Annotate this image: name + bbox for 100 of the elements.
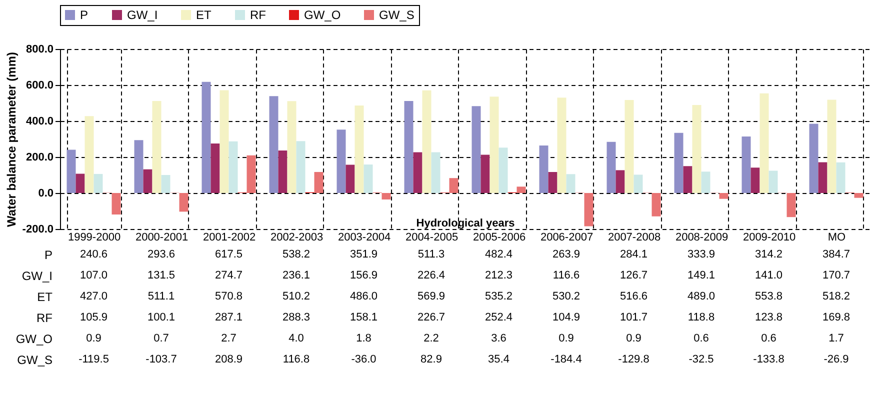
data-label: 0.9: [86, 332, 102, 344]
data-label: 510.2: [282, 290, 310, 302]
data-label: -129.8: [618, 354, 650, 366]
data-label: 333.9: [687, 248, 716, 260]
data-label: 156.9: [350, 270, 378, 282]
bar: [143, 169, 152, 193]
x-tick-label: 2009-2010: [742, 232, 796, 244]
bar: [66, 150, 76, 193]
bar: [76, 174, 85, 193]
data-label: 511.3: [418, 248, 445, 260]
data-label: -32.5: [688, 354, 714, 366]
x-tick-label: 2003-2004: [338, 232, 391, 244]
bar: [548, 172, 558, 193]
bar: [606, 142, 616, 193]
data-label: 384.7: [822, 248, 850, 260]
bar: [404, 100, 414, 193]
data-label: 35.4: [488, 354, 510, 366]
data-label: -36.0: [351, 354, 376, 366]
data-label: 427.0: [80, 290, 108, 302]
bar: [786, 193, 796, 218]
data-label: 570.8: [214, 290, 243, 302]
legend-label: GW_S: [379, 8, 414, 22]
bar: [692, 104, 702, 193]
bar: [364, 164, 373, 193]
bar: [413, 152, 422, 193]
bar: [480, 154, 490, 193]
data-label: 0.9: [626, 332, 642, 344]
data-label: 2.2: [424, 332, 439, 344]
text: P: [44, 248, 52, 262]
legend-label: P: [80, 8, 88, 22]
data-label: 169.8: [822, 312, 850, 324]
x-tick-label: 2008-2009: [675, 232, 728, 244]
data-label: 226.4: [417, 270, 446, 282]
data-label: 486.0: [350, 290, 378, 302]
bar: [246, 155, 256, 193]
bar: [584, 193, 594, 226]
data-label: 530.2: [552, 290, 580, 302]
data-label: 2.7: [221, 332, 236, 344]
data-label: -103.7: [146, 354, 177, 366]
text: RF: [36, 311, 52, 325]
data-label: 287.1: [214, 312, 243, 324]
y-tick-label: 200.0: [26, 152, 54, 164]
text: ET: [37, 290, 52, 304]
data-label: 351.9: [350, 248, 378, 260]
data-label: 100.1: [147, 312, 176, 324]
bar: [566, 174, 576, 193]
data-label: 101.7: [620, 312, 648, 324]
x-axis-title: Hydrological years: [416, 218, 515, 230]
data-label: 284.1: [620, 248, 648, 260]
bar: [202, 82, 211, 193]
data-label: 236.1: [282, 270, 310, 282]
bar: [701, 172, 710, 193]
data-label: 569.9: [417, 290, 446, 302]
data-label: 0.6: [694, 332, 709, 344]
bar: [557, 98, 566, 193]
data-label: 170.7: [822, 270, 850, 282]
data-label: 123.8: [754, 312, 783, 324]
bar: [836, 162, 846, 193]
bar: [472, 106, 481, 193]
bar: [422, 90, 432, 193]
bar: [490, 96, 499, 193]
bar: [346, 164, 355, 193]
y-tick-label: 600.0: [26, 80, 54, 92]
data-label: 553.8: [754, 290, 783, 302]
data-label: 518.2: [822, 290, 850, 302]
data-label: -184.4: [550, 354, 582, 366]
data-label: 126.7: [620, 270, 648, 282]
bar: [134, 140, 144, 193]
y-tick-label: 400.0: [26, 116, 54, 128]
data-label: 538.2: [282, 248, 310, 260]
y-tick-label: 0.0: [38, 188, 54, 200]
x-tick-label: 2002-2003: [270, 232, 324, 244]
bar: [742, 136, 751, 193]
data-label: 226.7: [417, 312, 446, 324]
bar: [719, 193, 728, 199]
bar: [431, 152, 440, 193]
legend-label: RF: [250, 8, 266, 22]
text: GW_I: [22, 269, 52, 283]
data-label: 511.1: [148, 290, 175, 302]
data-label: 263.9: [552, 248, 580, 260]
x-tick-label: 2005-2006: [472, 232, 526, 244]
data-label: 208.9: [214, 354, 243, 366]
bar: [516, 186, 526, 193]
data-label: 131.5: [147, 270, 176, 282]
bar: [210, 144, 220, 193]
bar: [449, 178, 458, 193]
data-label: 116.8: [282, 354, 310, 366]
data-label: 516.6: [620, 290, 648, 302]
bar: [683, 166, 692, 193]
data-label: 149.1: [687, 270, 716, 282]
y-axis-title: Water balance parameter (mm): [4, 52, 18, 227]
y-tick-label: 800.0: [26, 44, 54, 56]
bar: [269, 96, 278, 193]
bar: [152, 101, 162, 193]
x-tick-label: 2006-2007: [540, 232, 594, 244]
data-label: 118.8: [688, 312, 715, 324]
data-label: 158.1: [350, 312, 378, 324]
data-label: 240.6: [80, 248, 108, 260]
data-label: -133.8: [753, 354, 784, 366]
data-label: 489.0: [687, 290, 716, 302]
